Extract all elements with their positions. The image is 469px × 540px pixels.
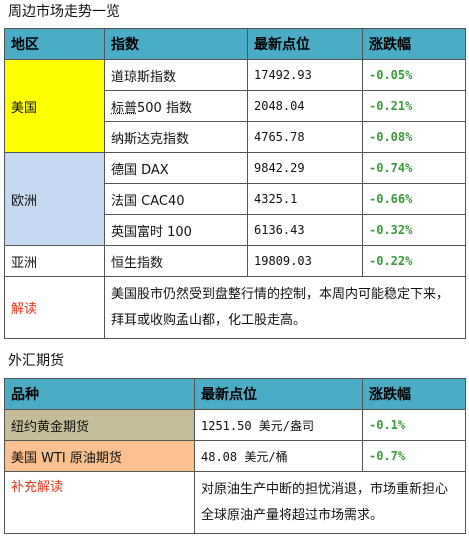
index-change: -0.32% xyxy=(362,214,466,246)
index-value: 4765.78 xyxy=(247,121,363,153)
index-value: 2048.04 xyxy=(247,90,363,122)
commentary-label: 解读 xyxy=(4,276,105,339)
header-latest: 最新点位 xyxy=(194,378,363,410)
index-name: 德国 DAX xyxy=(104,152,248,184)
index-value: 4325.1 xyxy=(247,183,363,215)
index-value: 9842.29 xyxy=(247,152,363,184)
region-us: 美国 xyxy=(4,59,105,153)
table-row: 欧洲 德国 DAX 9842.29 -0.74% xyxy=(4,152,466,246)
table-row: 纳斯达克指数 4765.78 -0.08% xyxy=(5,121,466,153)
index-change: -0.05% xyxy=(362,59,466,91)
index-name-part-a: 标普 xyxy=(111,100,138,116)
index-name-part-b: 500 指数 xyxy=(137,100,192,116)
header-index: 指数 xyxy=(104,28,248,60)
product-name: 纽约黄金期货 xyxy=(4,409,195,441)
commentary-label: 补充解读 xyxy=(4,471,195,534)
header-product: 品种 xyxy=(4,378,195,410)
markets-table: 地区 指数 最新点位 涨跌幅 美国 道琼斯指数 17492.93 -0.05% … xyxy=(4,28,466,339)
index-change: -0.74% xyxy=(362,152,466,184)
index-change: -0.08% xyxy=(362,121,466,153)
table-row: 亚洲 恒生指数 19809.03 -0.22% xyxy=(4,245,466,277)
table-row: 标普500 指数 2048.04 -0.21% xyxy=(5,90,466,122)
table-header-row: 品种 最新点位 涨跌幅 xyxy=(4,378,466,410)
region-asia: 亚洲 xyxy=(4,245,105,277)
commentary-text: 对原油生产中断的担忧消退，市场重新担心全球原油产量将超过市场需求。 xyxy=(194,471,466,534)
index-change: -0.22% xyxy=(362,245,466,277)
product-value: 1251.50 美元/盎司 xyxy=(194,409,363,441)
index-value: 6136.43 xyxy=(247,214,363,246)
table-header-row: 地区 指数 最新点位 涨跌幅 xyxy=(4,28,466,60)
header-region: 地区 xyxy=(4,28,105,60)
futures-table: 品种 最新点位 涨跌幅 纽约黄金期货 1251.50 美元/盎司 -0.1% 美… xyxy=(4,378,466,534)
section-title-markets: 周边市场走势一览 xyxy=(8,4,120,20)
index-change: -0.21% xyxy=(362,90,466,122)
index-name: 道琼斯指数 xyxy=(104,59,248,91)
table-row: 纽约黄金期货 1251.50 美元/盎司 -0.1% xyxy=(4,409,466,441)
header-change: 涨跌幅 xyxy=(362,378,466,410)
index-name: 恒生指数 xyxy=(104,245,248,277)
index-value: 17492.93 xyxy=(247,59,363,91)
index-name: 纳斯达克指数 xyxy=(104,121,248,153)
table-row: 美国 WTI 原油期货 48.08 美元/桶 -0.7% xyxy=(4,440,466,472)
index-value: 19809.03 xyxy=(247,245,363,277)
table-row: 美国 道琼斯指数 17492.93 -0.05% xyxy=(4,59,466,153)
region-europe: 欧洲 xyxy=(4,152,105,246)
commentary-text: 美国股市仍然受到盘整行情的控制，本周内可能稳定下来，拜耳或收购孟山都，化工股走高… xyxy=(104,276,466,339)
product-name: 美国 WTI 原油期货 xyxy=(4,440,195,472)
index-name: 英国富时 100 xyxy=(104,214,248,246)
index-name: 标普500 指数 xyxy=(104,90,248,122)
product-change: -0.7% xyxy=(362,440,466,472)
index-change: -0.66% xyxy=(362,183,466,215)
section-title-fx-futures: 外汇期货 xyxy=(8,353,64,369)
index-name: 法国 CAC40 xyxy=(104,183,248,215)
product-change: -0.1% xyxy=(362,409,466,441)
table-row: 英国富时 100 6136.43 -0.32% xyxy=(5,214,466,246)
product-value: 48.08 美元/桶 xyxy=(194,440,363,472)
header-latest: 最新点位 xyxy=(247,28,363,60)
header-change: 涨跌幅 xyxy=(362,28,466,60)
commentary-row: 补充解读 对原油生产中断的担忧消退，市场重新担心全球原油产量将超过市场需求。 xyxy=(4,471,466,534)
commentary-row: 解读 美国股市仍然受到盘整行情的控制，本周内可能稳定下来，拜耳或收购孟山都，化工… xyxy=(4,276,466,339)
